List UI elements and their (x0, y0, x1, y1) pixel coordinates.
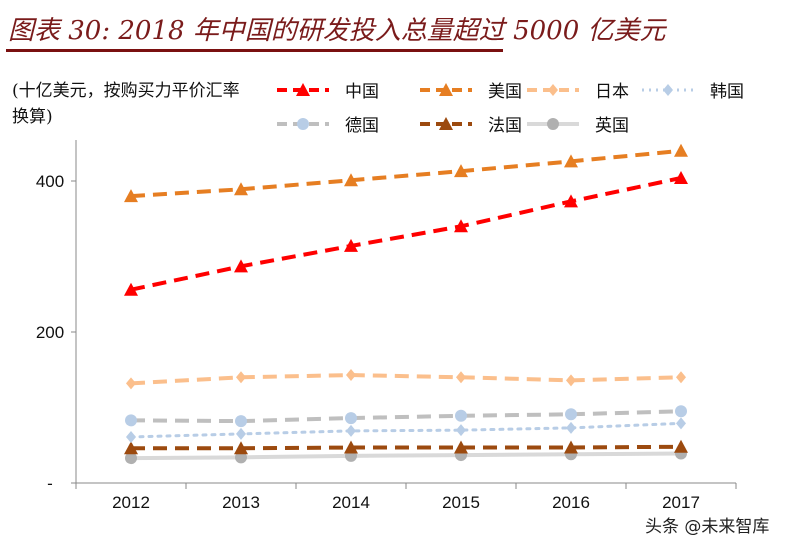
legend-label: 中国 (345, 82, 379, 102)
series-3 (126, 417, 686, 443)
data-point (566, 374, 576, 387)
x-tick-label: 2012 (112, 493, 150, 512)
legend-item: 美国 (418, 77, 522, 102)
x-tick-label: 2017 (662, 493, 700, 512)
series-6 (125, 447, 687, 465)
y-tick-label: 400 (36, 172, 64, 191)
data-point (676, 417, 686, 430)
x-tick-label: 2014 (332, 493, 370, 512)
series-line (130, 176, 682, 292)
data-point (346, 369, 356, 382)
legend-item: 英国 (525, 111, 629, 136)
series-0 (124, 170, 688, 296)
data-point (344, 238, 358, 252)
y-tick-label: - (47, 474, 53, 493)
series-line (130, 148, 682, 199)
series-line (130, 409, 682, 424)
legend-swatch (420, 116, 472, 130)
legend-item: 韩国 (640, 77, 744, 102)
y-tick-label: 200 (36, 323, 64, 342)
data-point (234, 259, 248, 273)
legend-item: 日本 (525, 77, 629, 102)
y-axis-unit-label: (十亿美元，按购买力平价汇率换算) (12, 81, 240, 127)
data-point (456, 371, 466, 384)
data-point (675, 405, 687, 418)
legend-label: 法国 (488, 116, 522, 136)
legend-label: 英国 (595, 116, 629, 136)
data-point (456, 424, 466, 437)
x-tick-label: 2013 (222, 493, 260, 512)
series-2 (126, 369, 686, 390)
x-tick-label: 2015 (442, 493, 480, 512)
legend-swatch (277, 82, 329, 96)
legend-marker (663, 83, 673, 96)
data-point (125, 452, 137, 465)
data-point (566, 421, 576, 434)
data-point (454, 219, 468, 233)
series-line (130, 373, 682, 386)
data-point (345, 412, 357, 425)
watermark: 头条 @未来智库 (645, 517, 770, 537)
data-point (455, 409, 467, 422)
data-point (235, 451, 247, 464)
data-point (126, 430, 136, 443)
data-point (236, 371, 246, 384)
legend-label: 韩国 (710, 82, 744, 102)
data-point (124, 282, 138, 296)
data-point (126, 377, 136, 390)
legend-marker (548, 83, 558, 96)
legend-swatch (527, 117, 579, 130)
legend-label: 德国 (345, 116, 379, 136)
legend-item: 中国 (275, 77, 379, 102)
legend-label: 日本 (595, 82, 629, 102)
data-point (234, 182, 248, 196)
legend-swatch (420, 82, 472, 96)
legend-swatch (277, 117, 329, 130)
data-point (124, 189, 138, 203)
data-point (346, 424, 356, 437)
data-point (235, 415, 247, 428)
data-point (564, 194, 578, 208)
legend-marker (439, 82, 453, 96)
data-point (564, 440, 578, 454)
series-line (130, 451, 682, 461)
data-point (565, 408, 577, 421)
legend-marker (439, 116, 453, 130)
legend-label: 美国 (488, 82, 522, 102)
data-point (125, 414, 137, 427)
legend-item: 德国 (275, 111, 379, 136)
data-point (674, 439, 688, 453)
series-5 (124, 439, 688, 455)
data-point (564, 154, 578, 168)
title-divider (6, 49, 503, 52)
data-point (676, 371, 686, 384)
series-4 (125, 405, 687, 428)
data-point (124, 441, 138, 455)
legend-marker (296, 82, 310, 96)
data-point (344, 440, 358, 454)
legend-swatch (642, 83, 694, 96)
legend-marker (297, 117, 309, 130)
data-point (344, 173, 358, 187)
data-point (674, 170, 688, 184)
chart-title: 图表 30: 2018 年中国的研发投入总量超过 5000 亿美元 (8, 16, 666, 46)
legend-marker (547, 117, 559, 130)
data-point (674, 143, 688, 157)
legend-swatch (527, 83, 579, 96)
x-tick-label: 2016 (552, 493, 590, 512)
data-point (454, 164, 468, 178)
data-point (236, 427, 246, 440)
series-line (129, 421, 683, 439)
series-1 (124, 143, 688, 203)
legend-item: 法国 (418, 111, 522, 136)
series-line (131, 444, 682, 451)
data-point (234, 441, 248, 455)
data-point (454, 440, 468, 454)
